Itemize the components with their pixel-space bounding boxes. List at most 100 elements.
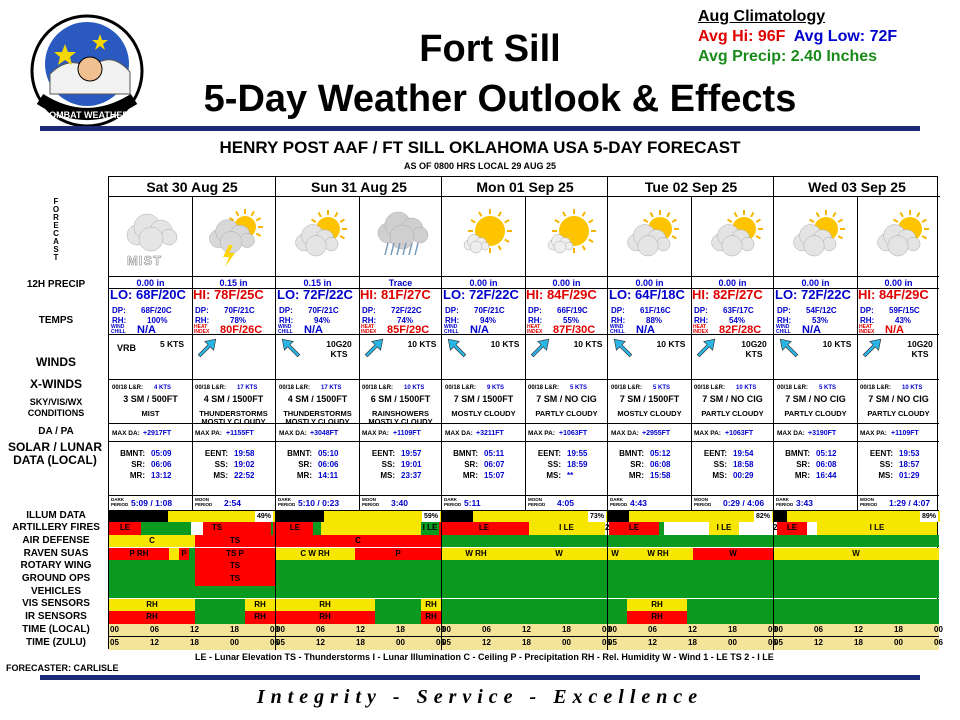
rh-label: RH:: [611, 316, 626, 325]
rh-value: 88%: [646, 316, 663, 325]
impact-artillery-segment: LE: [277, 522, 313, 535]
ms-label: MS:: [213, 471, 228, 480]
sr-value: 06:08: [650, 460, 671, 469]
time-zulu-tick: 12: [648, 638, 657, 647]
moon-period-label: MOON PERIOD: [528, 497, 546, 507]
time-zulu-tick: 00: [230, 638, 239, 647]
time-local-tick: 18: [894, 625, 903, 634]
wx-icon-cell: [442, 197, 525, 276]
sky-value: 7 SM / NO CIG: [702, 394, 763, 404]
ms-value: 01:29: [899, 471, 920, 480]
rh-value: 53%: [812, 316, 829, 325]
da-value: +1109FT: [393, 430, 421, 437]
conditions-value: THUNDERSTORMS MOSTLY CLOUDY: [283, 409, 352, 426]
sky-value: 7 SM / NO CIG: [868, 394, 929, 404]
illum-dark: [109, 511, 168, 522]
impact-raven-segment: W: [773, 547, 939, 560]
impact-vis-segment: [441, 598, 627, 611]
illum-dark: [608, 511, 629, 522]
impact-raven-segment: [169, 547, 179, 560]
impact-vis-segment: [195, 598, 245, 611]
divider: [109, 423, 939, 424]
impact-air_defense-segment: [441, 534, 939, 548]
mr-value: 13:12: [151, 471, 172, 480]
time-local-tick: 18: [728, 625, 737, 634]
illum-dark: [276, 511, 324, 522]
label-rotary: ROTARY WING: [20, 560, 92, 571]
impact-ir-segment: RH: [109, 611, 195, 624]
moon-period-label: MOON PERIOD: [694, 497, 712, 507]
index-value: 80F/26C: [220, 324, 263, 336]
rh-label: RH:: [362, 316, 377, 325]
thunderstorm-icon: [209, 209, 263, 267]
dp-value: 66F/19C: [557, 306, 588, 315]
wind-speed: 10 KTS: [490, 339, 520, 349]
label-ir: IR SENSORS: [25, 611, 87, 622]
impact-ground-segment: [109, 573, 195, 586]
ss-label: SS:: [713, 460, 727, 469]
dark-period-value: 4:43: [630, 498, 648, 508]
impact-artillery-segment: LE: [439, 522, 529, 535]
impact-artillery-segment: LE: [609, 522, 659, 535]
illum-percent: 59%: [421, 511, 440, 522]
precip-value: 0.00 in: [801, 278, 830, 288]
rh-value: 54%: [729, 316, 746, 325]
eent-label: EENT:: [204, 449, 228, 458]
forecast-grid: LE TS LE I LE LE I LE 2 LE I LE 2 LE I LE C TS C P RH P T…: [108, 176, 943, 650]
logo-text: 3d COMBAT WEATHER SQ: [30, 110, 144, 120]
divider: [109, 288, 939, 289]
day-header: Wed 03 Sep 25: [774, 177, 940, 197]
time-rows: 00 05 06 12 12 18 18 00 00 06 00 05 06 12 12 18 18 00 00 06…: [109, 624, 943, 650]
label-ground: GROUND OPS: [21, 573, 91, 584]
da-label: MAX DA:: [279, 430, 307, 437]
label-vis: VIS SENSORS: [22, 598, 90, 609]
label-winds: WINDS: [36, 355, 76, 369]
sky-value: 7 SM / NO CIG: [785, 394, 846, 404]
illum-bar: 82%: [608, 511, 774, 522]
moon-period-label: MOON PERIOD: [860, 497, 878, 507]
sr-label: SR:: [630, 460, 644, 469]
half-divider: [857, 276, 858, 522]
impact-artillery-segment: I LE: [421, 522, 439, 535]
label-time-local: TIME (LOCAL): [22, 624, 90, 635]
mr-label: MR:: [462, 471, 478, 480]
wind-speed: 5 KTS: [159, 339, 185, 349]
sr-label: SR:: [131, 460, 145, 469]
day-column-3: Mon 01 Sep 25 0.00 in LO: 72F/22C DP: 70F/21…: [441, 177, 608, 650]
da-label: MAX PA:: [860, 430, 887, 437]
eent-value: 19:57: [401, 449, 422, 458]
time-local-tick: 00: [110, 625, 119, 634]
dark-period-label: DARK PERIOD: [111, 497, 129, 507]
time-zulu-tick: 06: [768, 638, 777, 647]
precip-value: Trace: [388, 278, 413, 288]
impact-raven-segment: W: [511, 547, 607, 560]
bmnt-label: BMNT:: [619, 449, 644, 458]
ms-value: 22:52: [234, 471, 255, 480]
eent-value: 19:58: [234, 449, 255, 458]
rh-value: 78%: [230, 316, 247, 325]
index-label: HEAT INDEX: [859, 324, 875, 335]
temp-value: HI: 81F/27C: [360, 287, 431, 302]
impact-raven-segment: W: [607, 547, 623, 560]
day-header: Mon 01 Sep 25: [442, 177, 608, 197]
divider: [109, 510, 939, 511]
index-label: HEAT INDEX: [527, 324, 543, 335]
dp-label: DP:: [195, 306, 209, 315]
day-column-2: Sun 31 Aug 25 0.15 in LO: 72F/22C DP: 70F/21…: [275, 177, 442, 650]
partly-cloudy-icon: [877, 210, 929, 257]
index-label: HEAT INDEX: [693, 324, 709, 335]
impact-vis-segment: RH: [627, 598, 687, 611]
impact-raven-segment: P: [355, 547, 441, 560]
time-zulu-tick: 18: [356, 638, 365, 647]
half-divider: [691, 276, 692, 522]
bmnt-value: 05:09: [151, 449, 172, 458]
impact-raven-segment: W: [693, 547, 773, 560]
illum-dark: [442, 511, 473, 522]
xwind-value: 17 KTS: [237, 385, 258, 391]
wx-icon-cell: [774, 197, 857, 276]
moon-period-value: 0:29 / 4:06: [723, 498, 765, 508]
wx-icon-cell: [691, 197, 774, 276]
partly-cloudy-icon: [295, 210, 347, 257]
index-label: HEAT INDEX: [361, 324, 377, 335]
ss-label: SS:: [879, 460, 893, 469]
